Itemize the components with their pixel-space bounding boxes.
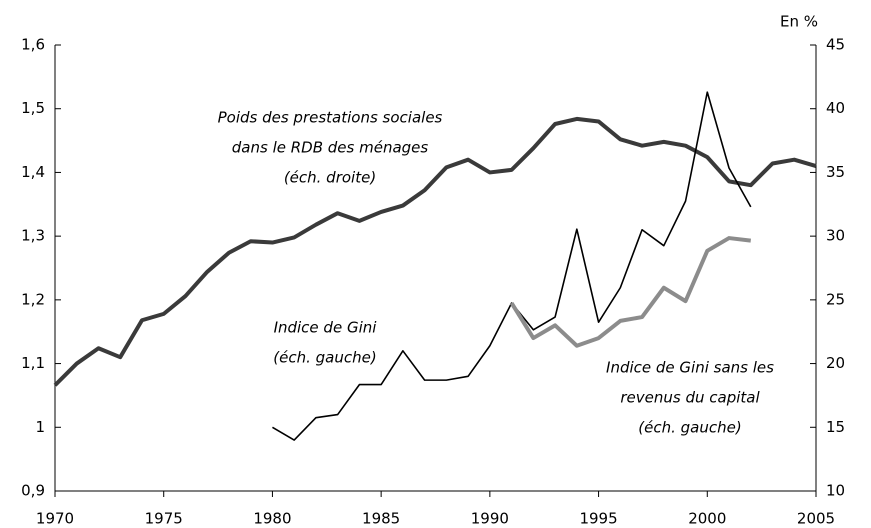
series-annotation: Indice de Gini sans les	[606, 359, 774, 377]
series-annotation: (éch. gauche)	[273, 349, 376, 367]
y2-tick-label: 15	[826, 418, 845, 436]
x-tick-label: 1995	[579, 510, 617, 528]
y2-axis-label: En %	[780, 13, 818, 31]
y2-tick-label: 35	[826, 163, 845, 181]
y2-tick-label: 20	[826, 354, 845, 372]
series-annotation: dans le RDB des ménages	[232, 139, 429, 157]
y2-tick-label: 45	[826, 36, 845, 54]
x-tick-label: 2005	[797, 510, 835, 528]
x-tick-label: 1990	[471, 510, 509, 528]
y-tick-label: 1,1	[21, 354, 45, 372]
series-annotation: (éch. gauche)	[638, 419, 741, 437]
y2-tick-label: 25	[826, 290, 845, 308]
y2-tick-label: 10	[826, 482, 845, 500]
x-tick-label: 2000	[688, 510, 726, 528]
x-tick-label: 1980	[253, 510, 291, 528]
y2-tick-label: 30	[826, 227, 845, 245]
series-line	[509, 236, 752, 348]
y-tick-label: 1,5	[21, 99, 45, 117]
y-tick-label: 1,4	[21, 163, 45, 181]
y2-tick-label: 40	[826, 99, 845, 117]
x-tick-label: 1975	[145, 510, 183, 528]
y-tick-label: 1,3	[21, 227, 45, 245]
series-annotation: (éch. droite)	[284, 169, 376, 187]
y-tick-label: 1	[35, 418, 45, 436]
series-annotation: Poids des prestations sociales	[218, 109, 443, 127]
series-annotation: revenus du capital	[620, 389, 760, 407]
y-tick-label: 0,9	[21, 482, 45, 500]
y-tick-label: 1,2	[21, 290, 45, 308]
x-tick-label: 1985	[362, 510, 400, 528]
y-tick-label: 1,6	[21, 36, 45, 54]
series-line	[53, 116, 817, 387]
series-annotation: Indice de Gini	[274, 319, 378, 337]
x-tick-label: 1970	[36, 510, 74, 528]
